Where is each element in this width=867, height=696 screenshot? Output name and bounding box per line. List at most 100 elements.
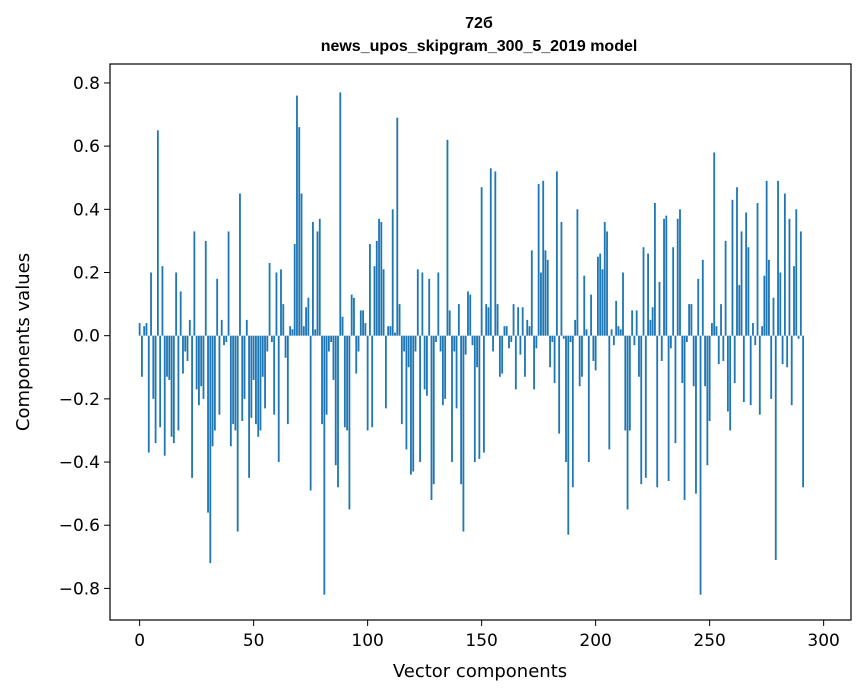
bar-component-170 — [526, 319, 529, 336]
bar-component-27 — [200, 335, 203, 387]
bar-component-175 — [537, 184, 540, 336]
x-axis-label: Vector components — [393, 661, 567, 682]
bar-component-198 — [590, 294, 592, 336]
bar-component-276 — [768, 259, 770, 336]
bar-component-281 — [779, 272, 782, 336]
bar-component-139 — [455, 335, 458, 409]
x-tick-label: 200 — [579, 631, 611, 651]
bar-component-259 — [729, 335, 732, 431]
bar-component-24 — [193, 231, 196, 336]
bar-component-203 — [601, 269, 604, 336]
bar-component-275 — [765, 180, 768, 336]
bar-component-219 — [638, 335, 640, 377]
bar-component-74 — [307, 297, 310, 336]
bar-component-241 — [688, 304, 691, 336]
bar-component-117 — [405, 335, 408, 450]
bar-component-290 — [799, 231, 802, 336]
bar-component-49 — [250, 335, 253, 418]
bar-component-18 — [179, 291, 182, 336]
bar-component-272 — [758, 335, 761, 415]
bar-component-41 — [232, 335, 235, 425]
bar-component-154 — [489, 168, 492, 336]
bar-component-162 — [508, 335, 510, 349]
y-tick-label: 0.2 — [73, 264, 100, 284]
bar-component-221 — [642, 247, 645, 336]
bar-component-283 — [783, 193, 786, 336]
y-tick-label: 0.8 — [73, 74, 100, 94]
bar-component-124 — [421, 272, 424, 336]
bar-component-288 — [795, 209, 798, 336]
bar-component-249 — [706, 335, 709, 466]
bar-component-7 — [154, 335, 157, 444]
bar-component-192 — [576, 209, 579, 336]
bar-component-29 — [204, 240, 207, 336]
y-tick-label: 0.0 — [73, 327, 100, 347]
bar-component-144 — [467, 291, 469, 336]
bar-component-8 — [156, 130, 159, 336]
bar-component-257 — [724, 240, 727, 336]
bar-component-12 — [166, 335, 168, 377]
bar-component-148 — [476, 335, 478, 368]
bar-component-210 — [617, 326, 620, 336]
bar-component-62 — [280, 269, 282, 336]
bar-component-110 — [389, 326, 392, 336]
bar-component-114 — [398, 304, 401, 336]
bar-component-146 — [471, 335, 474, 346]
bar-component-274 — [763, 275, 766, 336]
bar-component-253 — [715, 326, 718, 336]
bar-component-256 — [722, 335, 725, 361]
bar-component-238 — [681, 335, 684, 384]
bar-component-202 — [599, 253, 602, 336]
bar-component-123 — [419, 335, 421, 463]
bar-component-187 — [565, 335, 567, 463]
bar-component-164 — [512, 304, 515, 336]
bar-component-116 — [403, 335, 406, 352]
bar-component-246 — [699, 335, 702, 595]
bar-component-261 — [733, 335, 736, 384]
bar-component-224 — [649, 319, 652, 336]
bar-component-231 — [665, 215, 668, 336]
y-tick-label: −0.8 — [59, 579, 100, 599]
bar-component-17 — [177, 335, 180, 431]
bar-component-61 — [277, 335, 280, 463]
bar-component-137 — [451, 335, 453, 463]
bar-component-159 — [501, 335, 504, 374]
bar-component-228 — [658, 281, 661, 336]
bar-component-91 — [346, 335, 349, 431]
bar-component-107 — [382, 269, 385, 336]
bar-component-184 — [558, 335, 561, 434]
bar-component-150 — [480, 187, 483, 336]
bar-component-194 — [581, 335, 583, 377]
bar-component-94 — [353, 297, 355, 336]
bar-component-26 — [198, 335, 200, 406]
bar-component-0 — [138, 323, 141, 336]
bar-component-215 — [628, 335, 631, 431]
bar-component-138 — [453, 335, 456, 352]
bar-component-99 — [364, 323, 367, 336]
bar-component-242 — [690, 304, 693, 336]
bar-component-36 — [220, 319, 223, 336]
bar-component-230 — [663, 218, 665, 336]
x-tick-label: 150 — [465, 631, 497, 651]
bar-component-209 — [615, 300, 618, 336]
y-tick-label: 0.6 — [73, 137, 100, 157]
bar-component-196 — [585, 329, 588, 336]
bar-component-70 — [298, 127, 301, 336]
x-tick-label: 300 — [807, 631, 839, 651]
y-tick-label: −0.2 — [59, 390, 100, 410]
bar-component-111 — [391, 209, 394, 336]
bar-component-66 — [289, 326, 292, 336]
bar-component-269 — [752, 323, 754, 336]
bar-component-180 — [549, 335, 551, 368]
bar-component-213 — [624, 335, 627, 431]
bar-component-171 — [528, 326, 531, 336]
bar-component-262 — [736, 187, 738, 336]
bar-component-251 — [711, 323, 713, 336]
bar-component-218 — [635, 310, 638, 336]
bar-component-48 — [248, 335, 250, 478]
bar-component-57 — [268, 263, 271, 336]
bar-component-191 — [574, 319, 577, 336]
bar-component-258 — [726, 335, 729, 412]
bar-component-87 — [337, 335, 339, 488]
bar-component-51 — [255, 335, 257, 425]
